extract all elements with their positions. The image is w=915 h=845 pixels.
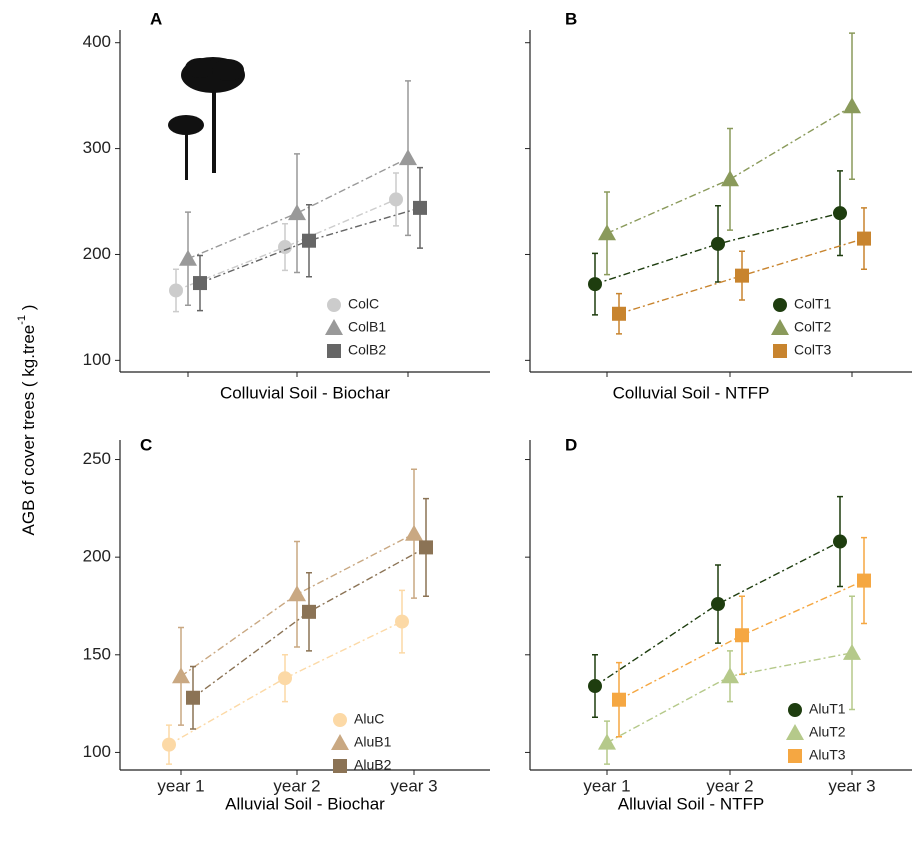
point: [389, 192, 403, 207]
legend-label: ColB1: [348, 319, 386, 335]
series-line: [187, 157, 409, 260]
point: [278, 240, 292, 255]
y-tick-label: 100: [83, 350, 111, 369]
point: [721, 170, 739, 187]
point: [721, 667, 739, 684]
point: [588, 277, 602, 292]
y-tick-label: 200: [83, 547, 111, 566]
series-line: [618, 237, 865, 315]
legend-label: ColT1: [794, 296, 832, 312]
legend-label: AluT2: [809, 724, 846, 740]
point: [419, 540, 433, 555]
point: [193, 276, 207, 291]
y-tick-label: 250: [83, 449, 111, 468]
legend-label: ColC: [348, 296, 379, 312]
series-line: [606, 105, 853, 234]
x-tick-label: year 2: [706, 776, 753, 795]
point: [395, 614, 409, 629]
legend-label: AluC: [354, 711, 384, 727]
legend-label: ColT3: [794, 342, 832, 358]
legend-label: AluB2: [354, 757, 392, 773]
y-tick-label: 100: [83, 742, 111, 761]
x-tick-label: year 2: [273, 776, 320, 795]
x-axis-label: Colluvial Soil - NTFP: [613, 383, 770, 402]
y-label-sup: -1: [16, 315, 28, 325]
series-line: [168, 620, 403, 746]
panel-label: C: [140, 435, 152, 454]
legend-label: AluT1: [809, 701, 846, 717]
y-tick-label: 300: [83, 138, 111, 157]
point: [333, 759, 347, 773]
point: [598, 733, 616, 750]
point: [771, 319, 789, 335]
point: [857, 573, 871, 588]
x-tick-label: year 3: [828, 776, 875, 795]
point: [735, 628, 749, 643]
legend-label: ColB2: [348, 342, 386, 358]
point: [833, 206, 847, 221]
y-tick-label: 200: [83, 244, 111, 263]
panel-label: B: [565, 9, 577, 28]
point: [327, 298, 341, 312]
series-line: [594, 212, 841, 285]
point: [325, 319, 343, 335]
point: [833, 534, 847, 549]
legend-label: AluB1: [354, 734, 392, 750]
point: [857, 231, 871, 246]
point: [331, 734, 349, 750]
point: [711, 597, 725, 612]
x-axis-label: Alluvial Soil - NTFP: [618, 794, 764, 813]
point: [327, 344, 341, 358]
tree-icon: [168, 57, 245, 180]
point: [773, 298, 787, 312]
point: [399, 149, 417, 166]
point: [788, 749, 802, 763]
point: [413, 200, 427, 215]
y-tick-label: 400: [83, 32, 111, 51]
point: [162, 737, 176, 752]
series-line: [180, 533, 415, 677]
y-axis-label: AGB of cover trees ( kg.tree-1 ): [16, 305, 39, 536]
point: [302, 604, 316, 619]
y-label-end: ): [19, 305, 38, 315]
point: [302, 233, 316, 248]
panel-label: D: [565, 435, 577, 454]
point: [788, 703, 802, 717]
point: [405, 524, 423, 541]
y-label-text: AGB of cover trees ( kg.tree: [19, 325, 38, 536]
point: [288, 585, 306, 602]
point: [186, 690, 200, 705]
point: [333, 713, 347, 727]
point: [179, 249, 197, 266]
point: [735, 268, 749, 283]
point: [172, 667, 190, 684]
point: [169, 283, 183, 298]
x-tick-label: year 1: [583, 776, 630, 795]
legend-label: AluT3: [809, 747, 846, 763]
series-line: [192, 546, 427, 699]
series-line: [594, 540, 841, 687]
point: [612, 692, 626, 707]
point: [588, 679, 602, 694]
x-axis-label: Alluvial Soil - Biochar: [225, 794, 385, 813]
point: [612, 306, 626, 321]
panel-label: A: [150, 9, 162, 28]
series-line: [175, 198, 397, 292]
point: [773, 344, 787, 358]
x-tick-label: year 3: [390, 776, 437, 795]
legend-label: ColT2: [794, 319, 832, 335]
point: [278, 671, 292, 686]
x-tick-label: year 1: [157, 776, 204, 795]
point: [711, 236, 725, 251]
point: [598, 224, 616, 241]
point: [288, 204, 306, 221]
point: [786, 724, 804, 740]
point: [843, 643, 861, 660]
y-tick-label: 150: [83, 644, 111, 663]
x-axis-label: Colluvial Soil - Biochar: [220, 383, 390, 402]
point: [843, 97, 861, 114]
